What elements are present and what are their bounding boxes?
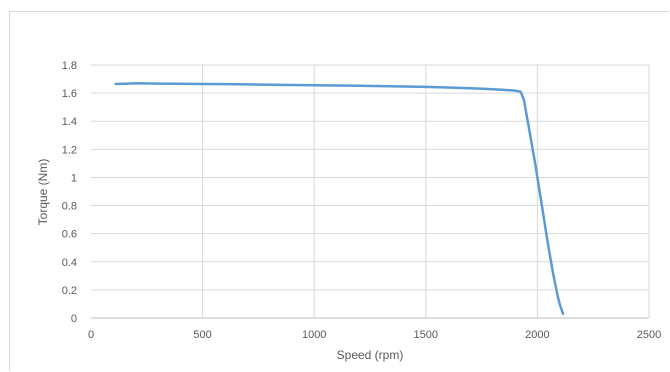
x-tick-labels: 0 500 1000 1500 2000 2500: [88, 329, 661, 341]
x-tick-label: 0: [88, 329, 94, 341]
chart-area: [9, 11, 669, 371]
gridlines: [91, 64, 650, 319]
series-line-torque: [114, 82, 565, 316]
y-tick-label: 1: [71, 172, 77, 184]
y-tick-label: 0: [71, 313, 77, 325]
y-tick-label: 0.8: [62, 201, 77, 213]
series-group: [114, 82, 565, 316]
y-tick-label: 0.4: [62, 257, 77, 269]
x-tick-label: 2500: [637, 329, 661, 341]
x-tick-label: 2000: [525, 329, 549, 341]
x-tick-label: 500: [193, 329, 211, 341]
x-tick-label: 1500: [414, 329, 438, 341]
y-tick-labels: 0 0.2 0.4 0.6 0.8 1 1.2 1.4 1.6 1.8: [62, 60, 77, 325]
y-tick-label: 0.2: [62, 285, 77, 297]
y-axis-title: Torque (Nm): [36, 159, 50, 226]
y-tick-label: 1.2: [62, 144, 77, 156]
x-tick-label: 1000: [302, 329, 326, 341]
y-tick-label: 1.8: [62, 60, 77, 72]
y-tick-label: 1.4: [62, 116, 77, 128]
y-tick-label: 0.6: [62, 229, 77, 241]
x-axis-title: Speed (rpm): [337, 348, 404, 362]
y-tick-label: 1.6: [62, 88, 77, 100]
